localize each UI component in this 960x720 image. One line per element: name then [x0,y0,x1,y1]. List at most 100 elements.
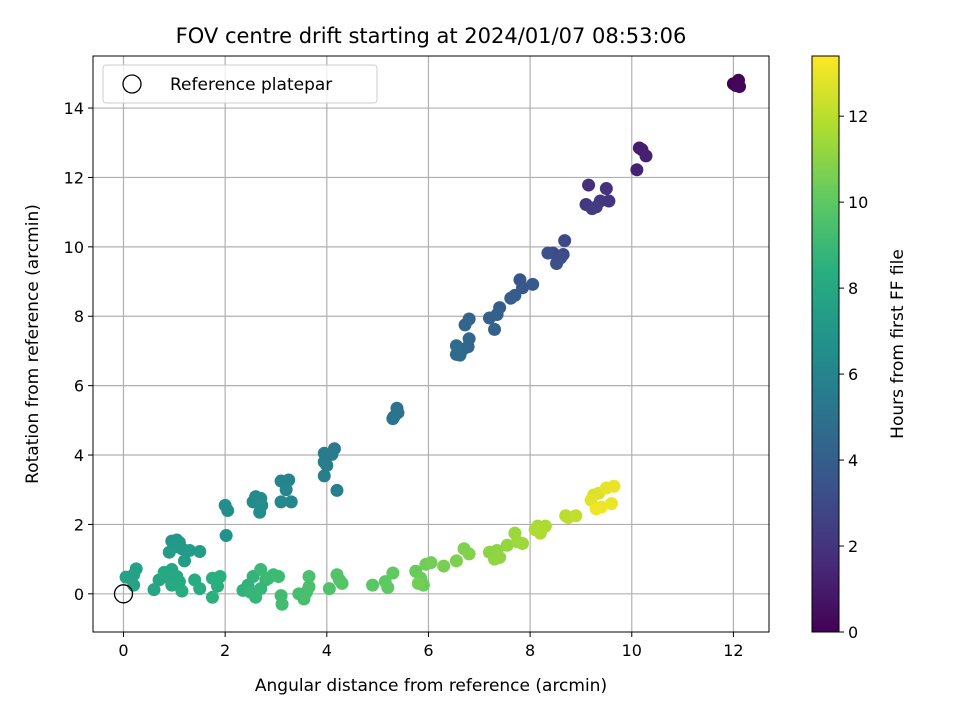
colorbar-tick-label: 4 [848,451,858,470]
data-point [297,592,311,606]
colorbar-label: Hours from first FF file [888,249,908,439]
data-point [213,569,227,583]
y-axis-ticks: 0 2 4 6 8 10 12 14 [64,99,93,604]
data-point [482,311,496,325]
data-point [550,256,564,270]
data-point [302,569,316,583]
data-point [272,569,286,583]
data-point [275,597,289,611]
x-tick-label: 12 [723,641,743,660]
data-point [599,182,613,196]
data-point [317,469,331,483]
data-point [558,234,572,248]
data-point [205,590,219,604]
data-point [193,544,207,558]
data-point [254,563,268,577]
data-point [219,529,233,543]
data-point [437,559,451,573]
y-tick-label: 4 [74,446,84,465]
y-tick-label: 0 [74,585,84,604]
y-tick-label: 8 [74,307,84,326]
colorbar-tick-label: 10 [848,193,868,212]
data-point [604,497,618,511]
y-tick-label: 14 [64,99,84,118]
data-point [162,545,176,559]
data-point [320,458,334,472]
colorbar-ticks: 0 2 4 6 8 10 12 [839,107,868,642]
data-point [261,571,275,585]
legend: Reference platepar [102,64,378,104]
data-point [493,550,507,564]
data-point [449,554,463,568]
data-point [411,576,425,590]
x-axis-ticks: 0 2 4 6 8 10 12 [118,632,744,660]
colorbar-tick-label: 8 [848,279,858,298]
x-tick-label: 0 [118,641,128,660]
colorbar-tick-label: 12 [848,107,868,126]
data-point [302,580,316,594]
data-point [424,556,438,570]
data-point [504,291,518,305]
data-point [589,200,603,214]
data-point [462,547,476,561]
data-point [157,565,171,579]
data-point [386,566,400,580]
data-point [165,578,179,592]
data-point [630,163,644,177]
legend-marker [122,74,142,94]
plot-frame [92,55,770,633]
data-point [607,479,621,493]
y-tick-label: 12 [64,168,84,187]
colorbar-tick-label: 0 [848,623,858,642]
x-tick-label: 2 [220,641,230,660]
x-tick-label: 4 [322,641,332,660]
data-point [279,483,293,497]
x-tick-label: 10 [622,641,642,660]
data-points [119,73,747,611]
data-point [526,277,540,291]
data-point [147,583,161,597]
data-point [500,538,514,552]
data-point [335,576,349,590]
data-point [449,339,463,353]
data-point [193,582,207,596]
grid-lines [93,56,769,632]
data-point [582,178,596,192]
y-tick-label: 2 [74,515,84,534]
data-point [366,578,380,592]
data-point [488,322,502,336]
data-point [569,509,583,523]
reference-platepar-marker [113,584,134,604]
y-axis-label: Rotation from reference (arcmin) [23,204,43,484]
data-point [221,504,235,518]
data-point [253,505,267,519]
data-point [458,318,472,332]
x-tick-label: 8 [525,641,535,660]
data-point [127,578,141,592]
x-axis-label: Angular distance from reference (arcmin) [255,676,607,696]
data-point [733,80,747,94]
data-point [183,543,197,557]
data-point [528,523,542,537]
legend-box [102,64,378,104]
data-point [515,537,529,551]
colorbar [811,55,840,633]
reference-marker-layer [113,584,134,604]
data-point [322,582,336,596]
data-point [639,149,653,163]
data-point [177,554,191,568]
y-tick-label: 6 [74,377,84,396]
colorbar-tick-label: 6 [848,365,858,384]
colorbar-tick-label: 2 [848,537,858,556]
data-point [330,483,344,497]
data-point [274,495,288,509]
data-point [211,579,225,593]
data-point [284,495,298,509]
x-tick-label: 6 [423,641,433,660]
y-tick-label: 10 [64,238,84,257]
data-point [541,246,555,260]
data-point [589,502,603,516]
legend-label: Reference platepar [170,75,332,95]
chart-title: FOV centre drift starting at 2024/01/07 … [176,24,687,48]
